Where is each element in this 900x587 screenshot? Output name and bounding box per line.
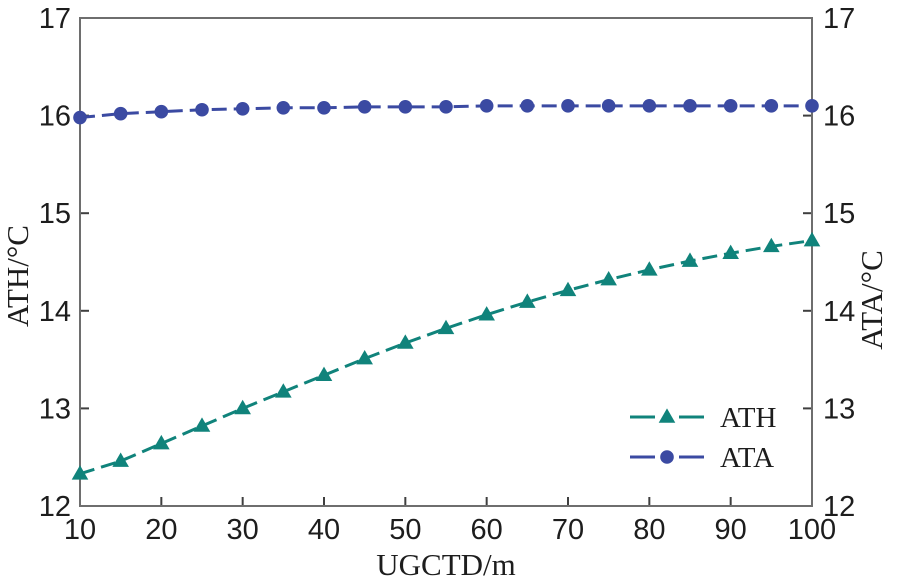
legend-label: ATA [720, 442, 774, 474]
y-tick-label-right: 15 [823, 198, 855, 230]
series-marker-ata [398, 100, 413, 114]
y-tick-label-left: 17 [39, 3, 71, 35]
y-tick-label-left: 16 [39, 101, 71, 133]
series-marker-ata [154, 104, 169, 119]
legend: ATH ATA [630, 402, 776, 474]
y-tick-label-right: 13 [823, 393, 855, 425]
series-marker-ata [642, 99, 657, 113]
series-line-ath [79, 239, 813, 476]
series-marker-ata [561, 99, 575, 113]
series-marker-ata [113, 106, 128, 121]
series-marker-ata [357, 100, 372, 114]
x-tick-label: 90 [715, 514, 747, 546]
series-marker-ata [235, 101, 250, 116]
y-tick-label-right: 16 [823, 101, 855, 133]
x-axis-title: UGCTD/m [376, 547, 516, 582]
legend-item-ath: ATH [630, 402, 776, 434]
x-tick-label: 60 [471, 514, 503, 546]
x-tick-label: 100 [788, 514, 836, 546]
y-tick-label-left: 12 [39, 491, 71, 523]
series-marker-ata [276, 100, 291, 115]
x-tick-label: 70 [552, 514, 584, 546]
series-marker-ath [397, 334, 414, 349]
series-marker-ath [71, 465, 89, 480]
series-marker-ath [681, 252, 699, 267]
legend-marker-circle [660, 450, 674, 464]
series-marker-ata [601, 99, 616, 113]
series-marker-ath [275, 383, 292, 398]
legend-item-ata: ATA [630, 442, 774, 474]
series-marker-ata [479, 99, 494, 113]
series-marker-ata [73, 110, 87, 125]
y-tick-label-right: 17 [823, 3, 855, 35]
series-marker-ata [805, 99, 819, 113]
series-marker-ath [722, 244, 739, 260]
x-tick-label: 50 [389, 514, 421, 546]
plot-border [79, 17, 813, 507]
y-axis-title-right: ATA/°C [854, 250, 889, 349]
axes: 12 12 13 13 14 14 15 15 16 16 17 17 10 20 30 40 50 60 70 80… [39, 3, 856, 546]
y-tick-label-left: 13 [39, 393, 71, 425]
y-tick-label-right: 14 [823, 296, 855, 328]
series-marker-ath [559, 281, 577, 297]
y-tick-label-right: 12 [823, 491, 855, 523]
y-tick-label-left: 15 [39, 198, 71, 230]
x-tick-label: 30 [227, 514, 259, 546]
series-ata [73, 99, 819, 125]
legend-label: ATH [720, 402, 776, 434]
series-marker-ata [195, 102, 209, 117]
series-marker-ath [193, 417, 211, 432]
series-marker-ata [317, 100, 331, 115]
series-marker-ata [520, 99, 535, 113]
series-ath [71, 231, 821, 480]
legend-marker-triangle [658, 408, 676, 423]
x-tick-label: 80 [633, 514, 665, 546]
series-marker-ath [234, 399, 251, 415]
y-axis-title-left: ATH/°C [0, 225, 35, 327]
x-tick-label: 10 [64, 514, 96, 546]
series-marker-ath [153, 434, 170, 450]
y-tick-label-left: 14 [39, 296, 71, 328]
series-marker-ath [600, 270, 617, 286]
series-marker-ath [356, 350, 373, 365]
series-marker-ata [683, 99, 697, 113]
series-marker-ata [723, 99, 738, 113]
series-marker-ath [478, 306, 495, 321]
series-marker-ath [641, 261, 658, 276]
series-marker-ata [764, 99, 779, 113]
series-marker-ath [437, 319, 455, 335]
series-marker-ath [763, 237, 780, 253]
series-marker-ath [519, 293, 536, 308]
series-marker-ata [439, 100, 453, 114]
series-marker-ath [112, 452, 129, 467]
x-tick-label: 20 [145, 514, 177, 546]
x-tick-label: 40 [308, 514, 340, 546]
series-marker-ath [803, 231, 821, 247]
series-marker-ath [315, 366, 333, 382]
